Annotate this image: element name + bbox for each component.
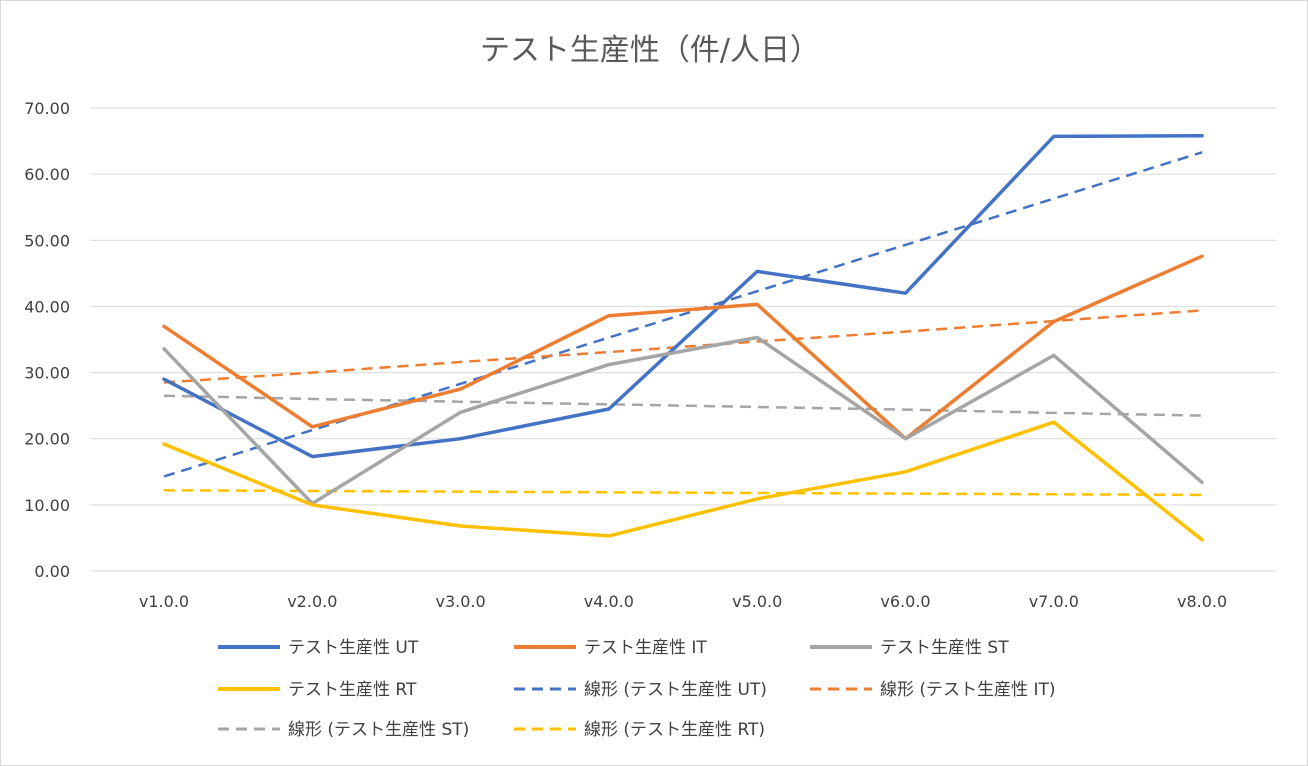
legend: テスト生産性 UT テスト生産性 IT テスト生産性 ST テスト生産性 RT 線形 (… <box>218 638 1055 740</box>
y-tick-label: 0.00 <box>34 562 70 581</box>
x-tick-label: v6.0.0 <box>880 592 930 611</box>
legend-label: テスト生産性 ST <box>880 638 1009 658</box>
legend-label: テスト生産性 UT <box>288 638 419 658</box>
x-axis-ticks: v1.0.0 v2.0.0 v3.0.0 v4.0.0 v5.0.0 v6.0.0 v7.0… <box>139 592 1227 611</box>
series-lines <box>162 134 1204 542</box>
y-tick-label: 70.00 <box>24 99 70 118</box>
y-tick-label: 50.00 <box>24 231 70 250</box>
x-tick-label: v8.0.0 <box>1177 592 1227 611</box>
x-tick-label: v5.0.0 <box>732 592 782 611</box>
series-line-1 <box>162 254 1204 441</box>
trendline-series-7 <box>163 489 1203 497</box>
trendline-series-4 <box>163 151 1203 478</box>
legend-label: テスト生産性 RT <box>288 680 417 700</box>
x-tick-label: v1.0.0 <box>139 592 189 611</box>
series-line-0 <box>162 134 1204 459</box>
y-tick-label: 30.00 <box>24 364 70 383</box>
y-tick-label: 60.00 <box>24 165 70 184</box>
y-tick-label: 20.00 <box>24 430 70 449</box>
trendline-series-5 <box>163 309 1203 384</box>
x-tick-label: v3.0.0 <box>436 592 486 611</box>
x-tick-label: v2.0.0 <box>287 592 337 611</box>
gridlines <box>90 107 1276 572</box>
legend-label: 線形 (テスト生産性 ST) <box>288 720 469 740</box>
legend-label: 線形 (テスト生産性 RT) <box>584 720 765 740</box>
trendline-series-6 <box>163 394 1203 417</box>
legend-label: 線形 (テスト生産性 UT) <box>584 680 767 700</box>
y-axis-ticks: 0.00 10.00 20.00 30.00 40.00 50.00 60.00 70.00 <box>24 99 70 581</box>
series-line-3 <box>162 420 1204 542</box>
legend-label: テスト生産性 IT <box>584 638 707 658</box>
y-tick-label: 40.00 <box>24 297 70 316</box>
legend-label: 線形 (テスト生産性 IT) <box>880 680 1055 700</box>
y-tick-label: 10.00 <box>24 496 70 515</box>
chart-title: テスト生産性（件/人日） <box>480 33 820 68</box>
x-tick-label: v4.0.0 <box>584 592 634 611</box>
x-tick-label: v7.0.0 <box>1029 592 1079 611</box>
series-line-2 <box>162 335 1204 506</box>
